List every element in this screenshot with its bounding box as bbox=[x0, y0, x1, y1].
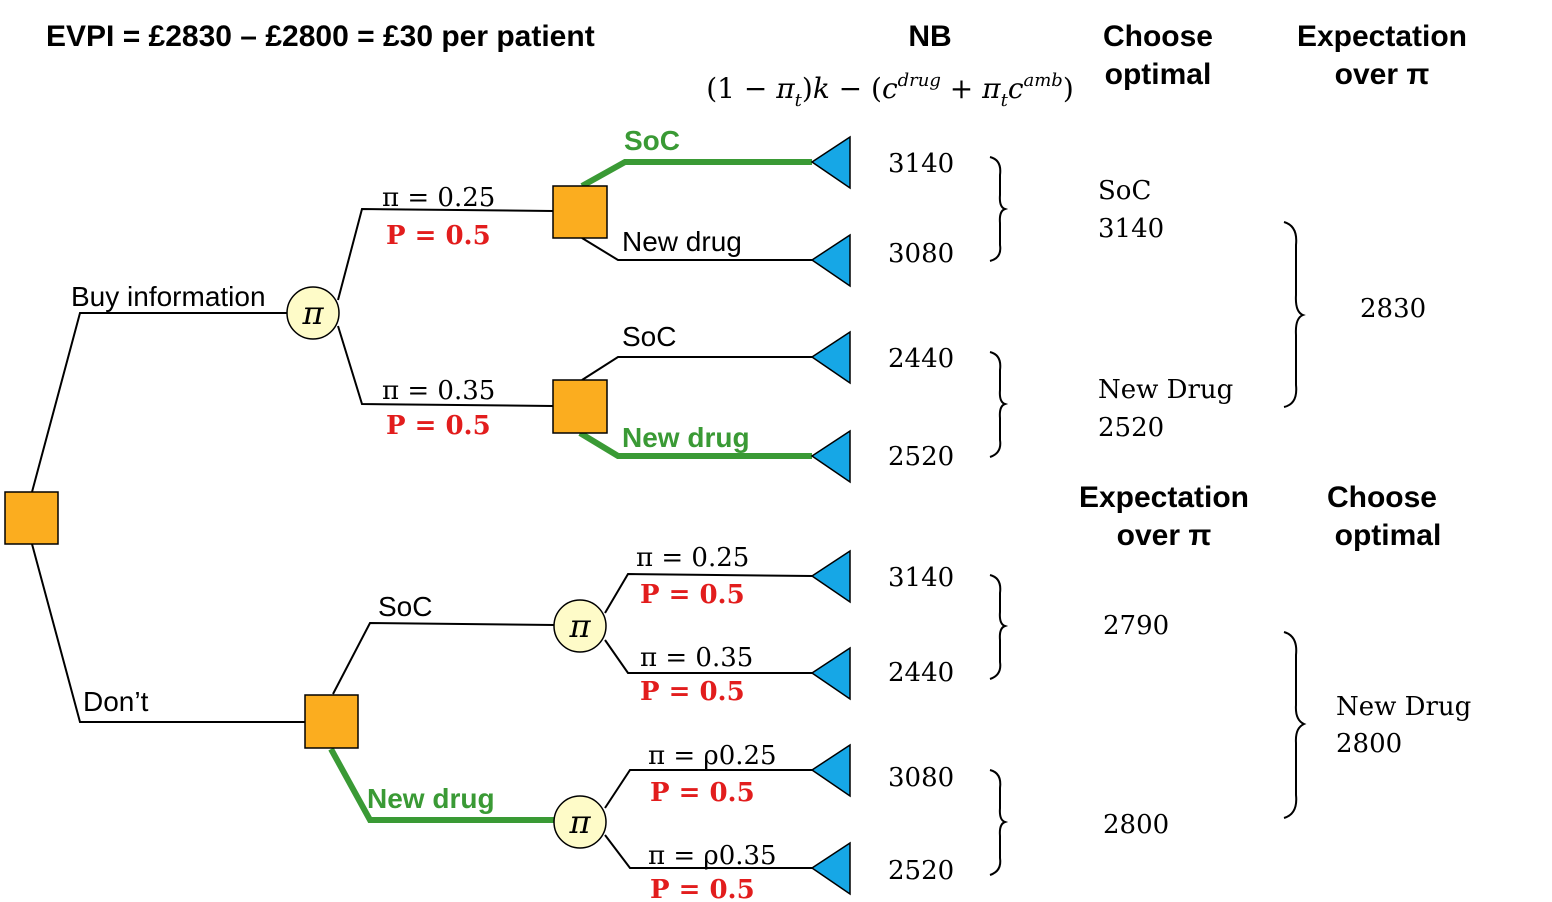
brace bbox=[1283, 221, 1306, 408]
nb-value: 2440 bbox=[888, 658, 954, 688]
terminal-node bbox=[810, 233, 851, 288]
choose-optimal-header-top-2: optimal bbox=[1105, 58, 1212, 91]
edge-soc-035 bbox=[581, 356, 812, 381]
chance-node-symbol: π bbox=[301, 294, 324, 332]
expectation-header-top-2: over π bbox=[1335, 58, 1430, 91]
nb-formula: (1 − πt)k − (cdrug + πtcamb) bbox=[706, 70, 1074, 111]
edge-dont bbox=[31, 543, 305, 723]
nb-value: 3140 bbox=[888, 149, 954, 179]
nb-header: NB bbox=[908, 20, 951, 53]
edge-soc-pi-025 bbox=[604, 572, 813, 614]
chance-node-new-drug bbox=[553, 795, 607, 849]
choose-result-name: New Drug bbox=[1098, 375, 1233, 405]
root-decision-node bbox=[4, 491, 59, 545]
edge-new-pi-rho035 bbox=[604, 834, 812, 869]
brace bbox=[989, 351, 1009, 458]
decision-node-pi-025 bbox=[552, 185, 608, 239]
nb-value: 2520 bbox=[888, 442, 954, 472]
choose-result-name: New Drug bbox=[1336, 692, 1471, 722]
probability-label: P = 0.5 bbox=[640, 580, 745, 610]
decision-node-pi-035 bbox=[552, 379, 608, 434]
brace bbox=[989, 769, 1009, 876]
terminal-node bbox=[810, 841, 851, 896]
expectation-new-drug-value: 2800 bbox=[1103, 810, 1169, 840]
probability-label: P = 0.5 bbox=[650, 778, 755, 808]
brace bbox=[989, 574, 1009, 680]
label-buy-information: Buy information bbox=[71, 281, 266, 312]
probability-label: P = 0.5 bbox=[650, 875, 755, 902]
choose-optimal-header-bottom-2: optimal bbox=[1335, 519, 1442, 552]
label-new-drug-optimal: New drug bbox=[367, 783, 495, 814]
expectation-soc-value: 2790 bbox=[1103, 611, 1169, 641]
expectation-header-top-1: Expectation bbox=[1297, 20, 1467, 53]
pi-label-rho035: π = ρ0.35 bbox=[648, 841, 777, 871]
label-new-drug-optimal: New drug bbox=[622, 422, 750, 453]
brace bbox=[989, 156, 1009, 262]
probability-label: P = 0.5 bbox=[640, 677, 745, 707]
edge-buy-information bbox=[31, 312, 290, 493]
choose-optimal-header-bottom-1: Choose bbox=[1327, 481, 1437, 514]
probability-label: P = 0.5 bbox=[386, 411, 491, 441]
label-soc: SoC bbox=[622, 321, 676, 352]
nb-value: 3080 bbox=[888, 763, 954, 793]
pi-label-rho025: π = ρ0.25 bbox=[648, 741, 777, 771]
label-dont: Don’t bbox=[83, 686, 149, 717]
evpi-title: EVPI = £2830 – £2800 = £30 per patient bbox=[46, 20, 595, 53]
label-soc-optimal: SoC bbox=[624, 125, 680, 156]
brace bbox=[1283, 631, 1307, 819]
terminal-node bbox=[810, 135, 851, 190]
chance-node-symbol: π bbox=[568, 803, 591, 841]
terminal-node bbox=[810, 646, 851, 701]
probability-label: P = 0.5 bbox=[386, 221, 491, 251]
edge-pi-025 bbox=[337, 207, 554, 301]
edge-new-drug-025 bbox=[581, 237, 812, 261]
expectation-header-bottom-1: Expectation bbox=[1079, 481, 1249, 514]
expectation-buy-value: 2830 bbox=[1360, 294, 1426, 324]
choose-result-name: SoC bbox=[1098, 176, 1151, 206]
nb-value: 2440 bbox=[888, 344, 954, 374]
edge-new-pi-rho025 bbox=[604, 769, 812, 809]
edge-pi-035 bbox=[337, 325, 554, 407]
terminal-node bbox=[810, 429, 851, 484]
pi-label-035: π = 0.35 bbox=[640, 643, 753, 673]
pi-label-035: π = 0.35 bbox=[382, 376, 495, 406]
pi-label-025: π = 0.25 bbox=[636, 543, 749, 573]
choose-result-value: 2800 bbox=[1336, 729, 1402, 759]
nb-value: 3080 bbox=[888, 239, 954, 269]
terminal-node bbox=[810, 330, 851, 385]
edge-soc-pi-035 bbox=[604, 639, 812, 674]
pi-label-025: π = 0.25 bbox=[382, 183, 495, 213]
choose-result-value: 3140 bbox=[1098, 214, 1164, 244]
chance-node-buy-information bbox=[286, 286, 340, 340]
terminal-node bbox=[810, 743, 851, 798]
edge-optimal-new-drug-035 bbox=[578, 430, 812, 459]
edge-optimal-dont-new-drug bbox=[328, 747, 555, 823]
edge-dont-soc bbox=[332, 621, 556, 695]
terminal-node bbox=[810, 549, 851, 604]
edge-optimal-soc-025 bbox=[580, 159, 812, 189]
label-new-drug: New drug bbox=[622, 226, 742, 257]
choose-optimal-header-top-1: Choose bbox=[1103, 20, 1213, 53]
expectation-header-bottom-2: over π bbox=[1117, 519, 1212, 552]
nb-value: 3140 bbox=[888, 563, 954, 593]
label-soc: SoC bbox=[378, 591, 432, 622]
choose-result-value: 2520 bbox=[1098, 413, 1164, 443]
chance-node-symbol: π bbox=[568, 607, 591, 645]
chance-node-soc bbox=[553, 599, 607, 653]
nb-value: 2520 bbox=[888, 856, 954, 886]
decision-node-dont bbox=[304, 694, 359, 749]
